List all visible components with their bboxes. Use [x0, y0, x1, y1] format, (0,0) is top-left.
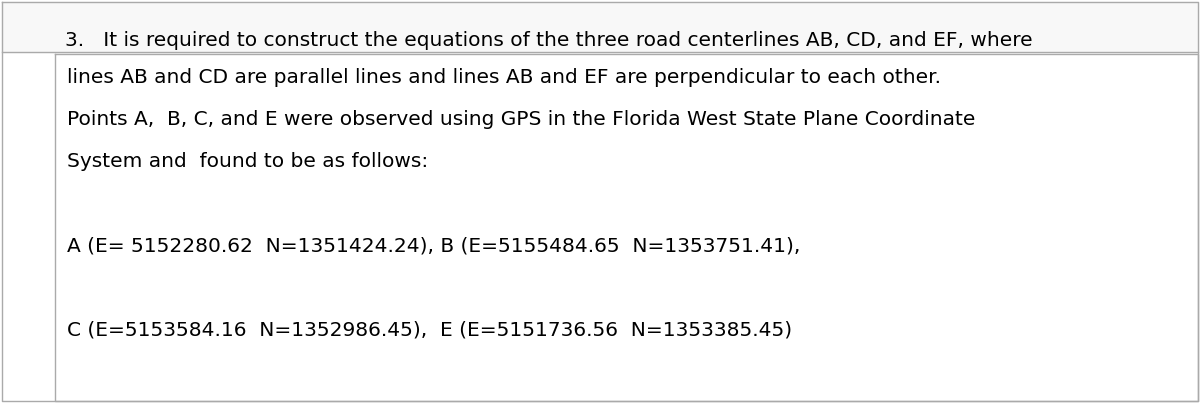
Text: 3.   It is required to construct the equations of the three road centerlines AB,: 3. It is required to construct the equat…: [65, 31, 1033, 50]
Text: lines AB and CD are parallel lines and lines AB and EF are perpendicular to each: lines AB and CD are parallel lines and l…: [67, 68, 941, 87]
Text: System and  found to be as follows:: System and found to be as follows:: [67, 152, 428, 171]
Text: Points A,  B, C, and E were observed using GPS in the Florida West State Plane C: Points A, B, C, and E were observed usin…: [67, 110, 976, 129]
Text: A (E= 5152280.62  N=1351424.24), B (E=5155484.65  N=1353751.41),: A (E= 5152280.62 N=1351424.24), B (E=515…: [67, 236, 800, 255]
Text: C (E=5153584.16  N=1352986.45),  E (E=5151736.56  N=1353385.45): C (E=5153584.16 N=1352986.45), E (E=5151…: [67, 320, 792, 339]
